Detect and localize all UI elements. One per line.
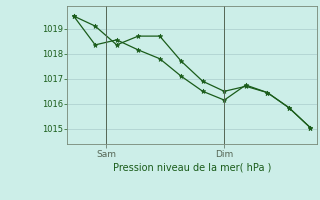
X-axis label: Pression niveau de la mer( hPa ): Pression niveau de la mer( hPa ) <box>113 163 271 173</box>
